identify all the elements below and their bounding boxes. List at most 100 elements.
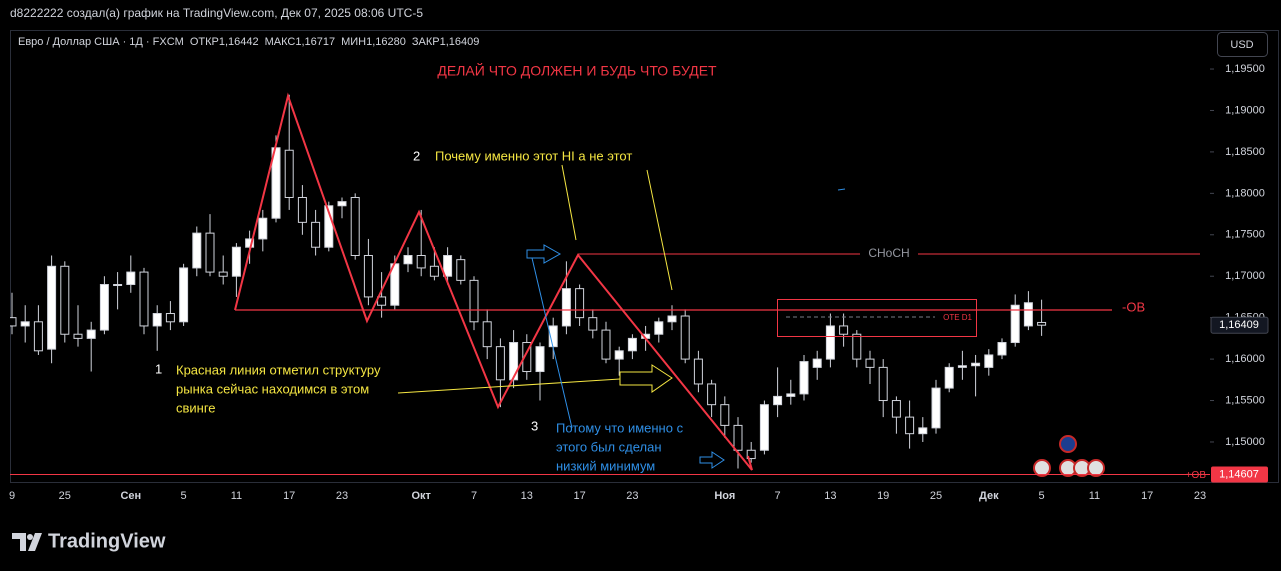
candle-down (363, 255, 373, 298)
candle-down (205, 232, 215, 273)
logo-text: TradingView (48, 530, 166, 552)
candle-up (535, 346, 545, 373)
pointer-line (397, 378, 621, 394)
candle-down (33, 321, 43, 352)
candle-down (139, 271, 149, 327)
candle-up (152, 313, 162, 327)
candle-down (284, 149, 294, 198)
note-number: 3 (531, 418, 538, 433)
candle-down (588, 317, 598, 331)
x-tick-label: 5 (181, 490, 187, 502)
candle-down (311, 221, 321, 248)
candle-up (957, 365, 967, 368)
x-tick-label: 13 (521, 490, 533, 502)
x-tick-label: 5 (1039, 490, 1045, 502)
arrow (526, 244, 562, 264)
candle-up (126, 271, 136, 286)
candle-up (812, 358, 822, 368)
note: свинге (176, 400, 216, 415)
x-tick-label: Окт (411, 490, 431, 502)
event-icon[interactable] (1087, 459, 1105, 477)
candle-up (614, 350, 624, 360)
x-tick-label: 23 (1194, 490, 1206, 502)
candle-down (495, 346, 505, 381)
x-tick-label: 11 (1089, 490, 1100, 502)
legend-label: МАКС (265, 36, 296, 48)
note: этого был сделан (556, 439, 662, 454)
event-icon[interactable] (1059, 435, 1077, 453)
candle-down (456, 259, 466, 281)
candle-down (865, 358, 875, 368)
currency-button[interactable] (1217, 32, 1268, 57)
y-tick-label: 1,15000 (1225, 436, 1265, 448)
legend-value: 1,16717 (295, 36, 335, 48)
drawings (234, 92, 1200, 477)
note-number: 2 (413, 148, 420, 163)
candle-down (905, 416, 915, 435)
x-tick-label: 17 (1141, 490, 1153, 502)
candle-up (759, 404, 769, 451)
candle-up (1010, 304, 1020, 344)
candle-up (86, 329, 96, 339)
legend: Евро / Доллар США · 1Д · FXCM ОТКР1,16442… (18, 36, 479, 48)
level-price: 1,14607 (1219, 468, 1259, 480)
currency-label[interactable]: USD (1230, 39, 1253, 51)
candle-down (469, 279, 479, 323)
y-tick-label: 1,18000 (1225, 187, 1265, 199)
legend-label: ОТКР (190, 36, 219, 48)
candle-down (707, 383, 717, 406)
logo-icon (12, 533, 42, 551)
x-tick-label: 23 (626, 490, 638, 502)
y-tick-label: 1,17000 (1225, 270, 1265, 282)
y-tick-label: 1,18500 (1225, 146, 1265, 158)
candle-down (575, 288, 585, 319)
legend-value: 1,16409 (440, 36, 480, 48)
candle-up (337, 201, 347, 207)
x-tick-label: 17 (573, 490, 585, 502)
candle-down (73, 333, 83, 339)
x-tick-label: 25 (59, 490, 71, 502)
candle-up (443, 255, 453, 277)
candle-down (60, 265, 70, 335)
x-tick-label: 7 (775, 490, 781, 502)
candle-up (20, 321, 30, 327)
candle-up (1023, 302, 1033, 327)
x-tick-label: 11 (231, 490, 242, 502)
legend-label: ЗАКР (412, 36, 440, 48)
event-icon[interactable] (1033, 459, 1051, 477)
note: рынка сейчас находимся в этом (176, 381, 369, 396)
x-tick-label: 17 (283, 490, 295, 502)
candle-up (773, 395, 783, 406)
candle-up (667, 315, 677, 323)
x-tick-label: 7 (471, 490, 477, 502)
candle-down (297, 196, 307, 223)
mark (837, 188, 846, 191)
candle-up (47, 265, 57, 350)
x-tick-label: 9 (9, 490, 15, 502)
candle-up (113, 284, 123, 287)
last-price-box (1210, 316, 1269, 334)
candle-up (918, 427, 928, 435)
pointer-line (561, 164, 577, 241)
candle-down (746, 449, 756, 460)
y-tick-label: 1,15500 (1225, 394, 1265, 406)
candle-down (482, 321, 492, 348)
x-tick-label: Ноя (714, 490, 735, 502)
legend-value: 1,16280 (366, 36, 406, 48)
candle-down (733, 424, 743, 451)
candle-up (179, 267, 189, 323)
candle-up (971, 362, 981, 367)
candle-down (878, 366, 888, 402)
note: низкий минимум (556, 458, 655, 473)
note-number: 1 (155, 361, 162, 376)
candle-down (10, 317, 17, 327)
y-tick-label: 1,19500 (1225, 63, 1265, 75)
plot (10, 94, 1047, 469)
arrow (619, 364, 673, 393)
pointer-line (646, 169, 673, 291)
arrow (699, 451, 725, 469)
candle-up (654, 321, 664, 335)
x-tick-label: 19 (877, 490, 889, 502)
